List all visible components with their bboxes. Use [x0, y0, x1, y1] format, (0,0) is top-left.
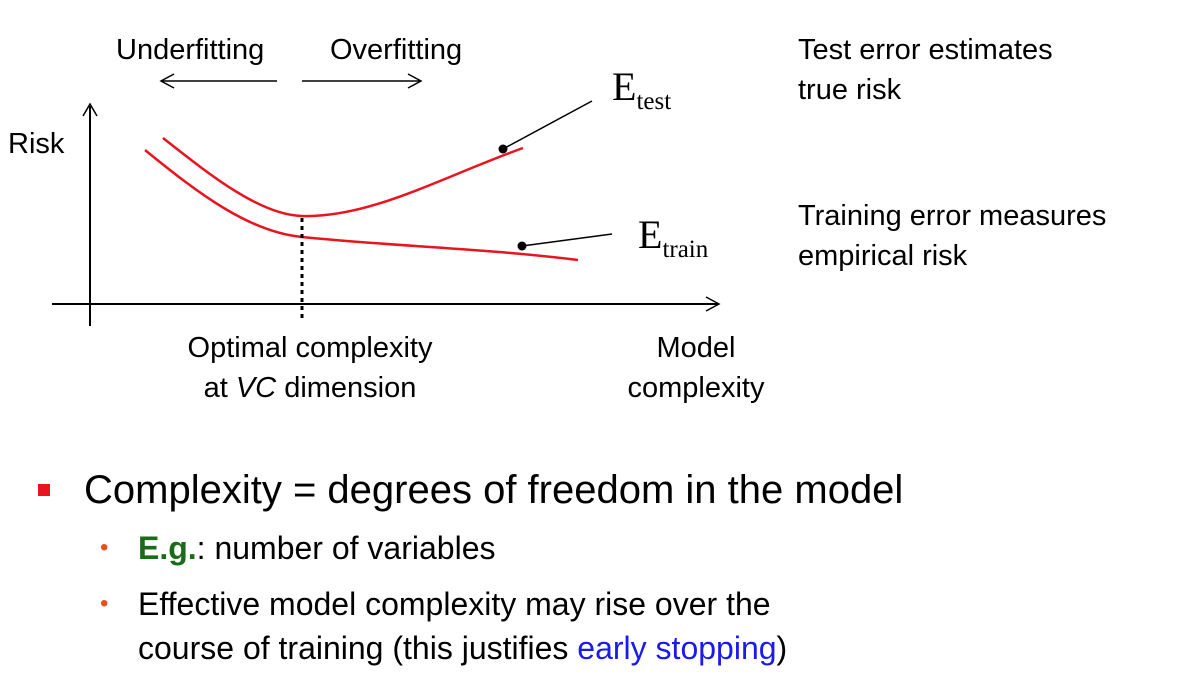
y-axis-arrowhead [82, 102, 98, 117]
sub-bullet-effective-text: Effective model complexity may rise over… [138, 582, 787, 670]
underfitting-label: Underfitting [116, 34, 265, 66]
e-test-letter: E [612, 64, 637, 109]
e-train-letter: E [638, 212, 663, 257]
model-complexity-label: Model complexity [606, 328, 786, 408]
vc-italic: VC [235, 372, 277, 404]
eg-emphasis: E.g. [138, 530, 197, 566]
dot-bullet-icon: • [100, 534, 109, 561]
main-bullet-text: Complexity = degrees of freedom in the m… [84, 468, 904, 512]
test-note-line2: true risk [798, 74, 902, 106]
e-train-pointer-dot [517, 241, 527, 251]
e-train-label: Etrain [638, 212, 708, 273]
risk-complexity-diagram [52, 73, 721, 326]
train-note-line1: Training error measures [798, 200, 1107, 232]
effective-line1: Effective model complexity may rise over… [138, 586, 771, 622]
overfitting-arrowhead [407, 73, 423, 89]
optimal-complexity-label: Optimal complexity at VC dimension [160, 328, 460, 408]
training-error-note: Training error measures empirical risk [798, 196, 1106, 276]
e-test-subscript: test [636, 87, 672, 115]
e-train-pointer [521, 233, 613, 247]
x-axis-arrowhead [705, 296, 721, 312]
e-train-subscript: train [662, 235, 709, 263]
optimal-line1: Optimal complexity [187, 332, 433, 364]
dot-bullet-icon: • [100, 590, 109, 617]
optimal-line2: at VC dimension [203, 372, 417, 404]
early-stopping-link[interactable]: early stopping [577, 630, 777, 666]
effective-line2: course of training (this justifies early… [138, 630, 788, 666]
train-error-curve [144, 149, 579, 262]
train-note-line2: empirical risk [798, 240, 968, 272]
e-test-pointer-dot [498, 144, 508, 154]
square-bullet-icon [38, 484, 50, 496]
e-test-label: Etest [612, 64, 671, 125]
overfitting-label: Overfitting [330, 34, 463, 66]
risk-axis-label: Risk [8, 128, 65, 160]
underfitting-arrowhead [159, 73, 175, 89]
model-line1: Model [656, 332, 736, 364]
test-note-line1: Test error estimates [798, 34, 1053, 66]
test-error-note: Test error estimates true risk [798, 30, 1053, 110]
model-line2: complexity [627, 372, 765, 404]
e-test-pointer [502, 100, 593, 150]
test-error-curve [162, 137, 524, 218]
sub-bullet-eg-text: E.g.: number of variables [138, 530, 496, 566]
